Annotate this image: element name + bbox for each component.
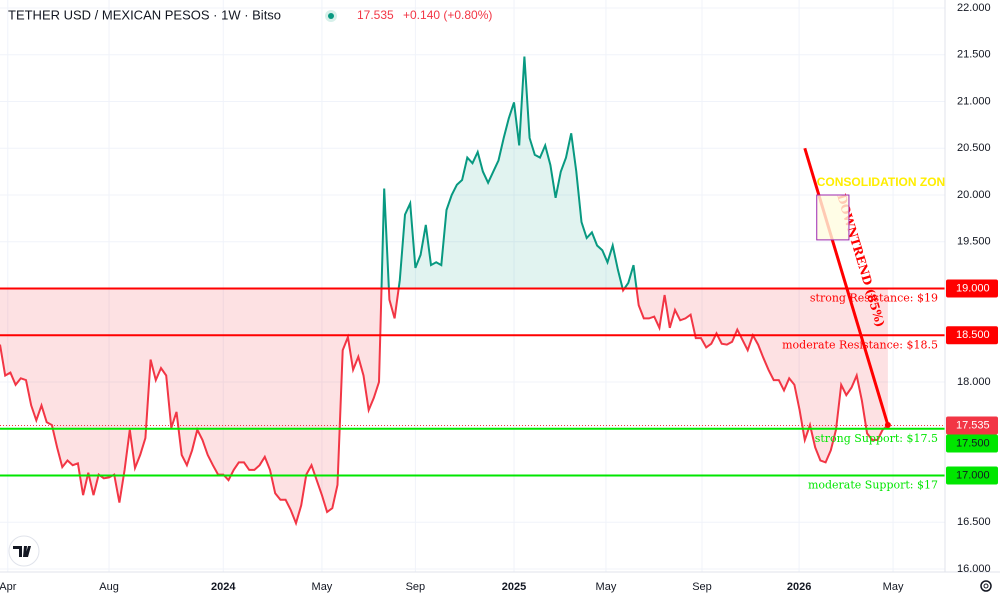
y-tick-label: 18.000	[957, 376, 991, 388]
x-tick-label: 2024	[211, 581, 236, 593]
x-tick-label: 2026	[787, 581, 811, 593]
zone-box	[816, 194, 850, 241]
header-price: 17.535	[357, 8, 394, 22]
x-tick-label: 2025	[502, 581, 526, 593]
price-box	[946, 434, 998, 453]
price-box-label: 19.000	[956, 282, 990, 294]
x-tick-label: Sep	[692, 581, 712, 593]
level-label: moderate Resistance: $18.5	[782, 338, 938, 351]
price-box-label: 17.500	[956, 437, 990, 449]
x-tick-label: May	[883, 581, 904, 593]
price-box-label: 17.535	[956, 419, 990, 431]
y-tick-label: 22.000	[957, 2, 991, 14]
symbol-title: TETHER USD / MEXICAN PESOS · 1W · Bitso	[8, 7, 281, 22]
settings-icon[interactable]	[980, 580, 992, 592]
x-tick-label: May	[312, 581, 333, 593]
y-tick-label: 16.000	[957, 563, 991, 575]
price-box	[946, 416, 998, 435]
price-box-label: 18.500	[956, 329, 990, 341]
y-tick-label: 21.500	[957, 49, 991, 61]
level-label: moderate Support: $17	[808, 479, 938, 492]
x-tick-label: May	[596, 581, 617, 593]
tv-logo	[8, 535, 40, 567]
price-box	[946, 466, 998, 485]
line-up	[380, 56, 638, 289]
y-tick-label: 19.500	[957, 236, 991, 248]
y-tick-label: 20.500	[957, 142, 991, 154]
x-tick-label: Sep	[406, 581, 426, 593]
status-dot	[328, 13, 334, 19]
y-tick-label: 21.000	[957, 95, 991, 107]
price-box	[946, 326, 998, 345]
header-change: +0.140 (+0.80%)	[403, 8, 492, 22]
trend-end	[884, 422, 891, 429]
y-tick-label: 16.500	[957, 516, 991, 528]
level-label: strong Support: $17.5	[815, 432, 938, 445]
x-tick-label: Aug	[99, 581, 119, 593]
area-down	[0, 288, 888, 524]
zone-label: CONSOLIDATION ZONE	[817, 175, 953, 189]
x-tick-label: Apr	[0, 581, 17, 593]
y-tick-label: 20.000	[957, 189, 991, 201]
plot-area: strong Resistance: $19 moderate Resistanc…	[0, 56, 953, 527]
trend-line	[803, 147, 890, 426]
level-label: strong Resistance: $19	[810, 292, 938, 305]
price-box-label: 17.000	[956, 469, 990, 481]
price-box	[946, 279, 998, 298]
